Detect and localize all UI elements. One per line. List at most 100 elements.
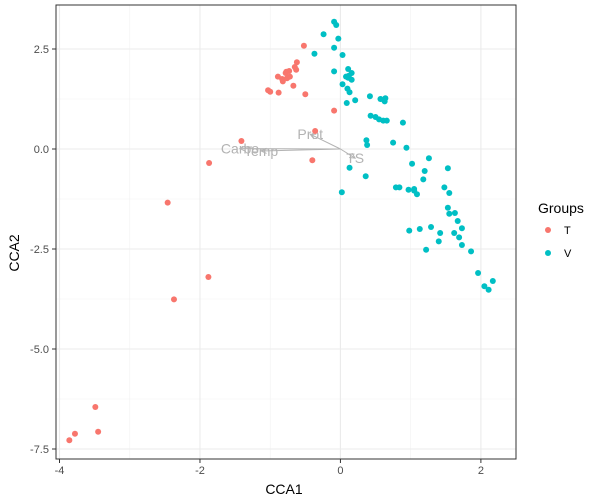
plot-panel-border (55, 4, 517, 460)
point-T (312, 128, 319, 134)
point-V (338, 189, 345, 196)
point-T (164, 199, 171, 206)
point-V (475, 270, 482, 276)
point-V (345, 66, 352, 72)
y-tick-label: -5.0 (30, 344, 49, 356)
point-V (346, 164, 353, 171)
point-T (331, 107, 338, 114)
point-V (446, 210, 453, 217)
point-V (335, 35, 342, 42)
biplot-arrowhead-prot (309, 133, 317, 140)
biplot-label-ts: TS (346, 150, 364, 166)
biplot-arrowhead-ts (349, 152, 357, 159)
point-T (279, 78, 286, 85)
point-V (348, 76, 355, 83)
biplot-label-carbo: Carbo (221, 141, 259, 157)
legend-swatch-T (545, 227, 551, 233)
y-tick-label: 2.5 (34, 44, 49, 56)
legend-title: Groups (538, 200, 584, 216)
point-T (205, 274, 212, 280)
point-V (364, 142, 371, 148)
grid-lines (56, 5, 516, 459)
point-V (454, 218, 461, 224)
data-points (66, 18, 496, 444)
point-V (481, 283, 488, 290)
x-tick-label: 0 (337, 465, 343, 477)
point-T (238, 138, 245, 144)
point-V (333, 22, 340, 28)
point-V (458, 242, 465, 248)
point-V (416, 226, 423, 232)
point-T (293, 59, 300, 66)
point-T (300, 42, 307, 49)
point-T (66, 437, 73, 444)
biplot-arrow-ts (340, 148, 356, 159)
point-V (428, 224, 435, 230)
point-T (282, 70, 289, 76)
point-V (396, 184, 403, 191)
point-V (413, 191, 420, 198)
point-V (366, 93, 373, 100)
point-T (95, 428, 102, 435)
biplot-label-temp: Temp (244, 143, 278, 159)
point-T (274, 73, 281, 80)
point-V (343, 73, 350, 80)
point-V (381, 98, 388, 105)
point-V (383, 117, 390, 124)
biplot-arrow-prot (310, 133, 341, 150)
point-V (339, 52, 346, 58)
point-T (290, 82, 297, 89)
biplot-arrowhead-carbo (238, 145, 246, 152)
biplot-arrow-temp (261, 148, 341, 152)
point-T (293, 66, 300, 73)
point-V (468, 248, 475, 255)
point-V (421, 168, 428, 174)
point-V (444, 165, 451, 172)
point-V (451, 230, 458, 236)
point-V (435, 238, 442, 245)
point-V (343, 100, 350, 106)
point-V (399, 119, 406, 126)
point-T (206, 160, 213, 166)
point-V (346, 89, 353, 96)
point-V (390, 139, 397, 146)
legend: Groups T V (538, 200, 584, 260)
point-V (420, 176, 427, 183)
point-V (362, 173, 369, 180)
point-V (367, 112, 374, 119)
legend-swatch-V (545, 250, 551, 256)
y-tick-label: 0.0 (34, 144, 49, 156)
x-tick-label: -2 (195, 465, 205, 477)
point-T (309, 157, 316, 164)
x-axis-title: CCA1 (265, 481, 303, 497)
point-V (446, 190, 453, 196)
point-V (485, 286, 492, 293)
x-tick-label: -4 (55, 465, 65, 477)
point-V (406, 227, 413, 234)
point-V (331, 68, 338, 75)
y-tick-label: -2.5 (30, 244, 49, 256)
point-V (405, 186, 412, 193)
point-V (352, 97, 359, 104)
biplot-arrowhead-temp (259, 147, 267, 154)
point-V (363, 137, 370, 144)
point-V (425, 155, 432, 162)
point-T (302, 91, 309, 98)
point-V (441, 184, 448, 191)
x-tick-label: 2 (478, 465, 484, 477)
point-V (458, 225, 465, 232)
axes: -4 -2 0 2 -7.5 -5.0 -2.5 0.0 2.5 (30, 44, 484, 477)
point-V (409, 160, 416, 167)
point-T (71, 430, 78, 437)
y-axis-title: CCA2 (6, 234, 22, 272)
point-V (423, 246, 430, 253)
point-V (311, 50, 318, 57)
legend-label-V: V (564, 248, 572, 260)
point-V (451, 210, 458, 216)
point-V (456, 234, 463, 241)
point-V (339, 81, 346, 88)
point-T (92, 404, 99, 410)
